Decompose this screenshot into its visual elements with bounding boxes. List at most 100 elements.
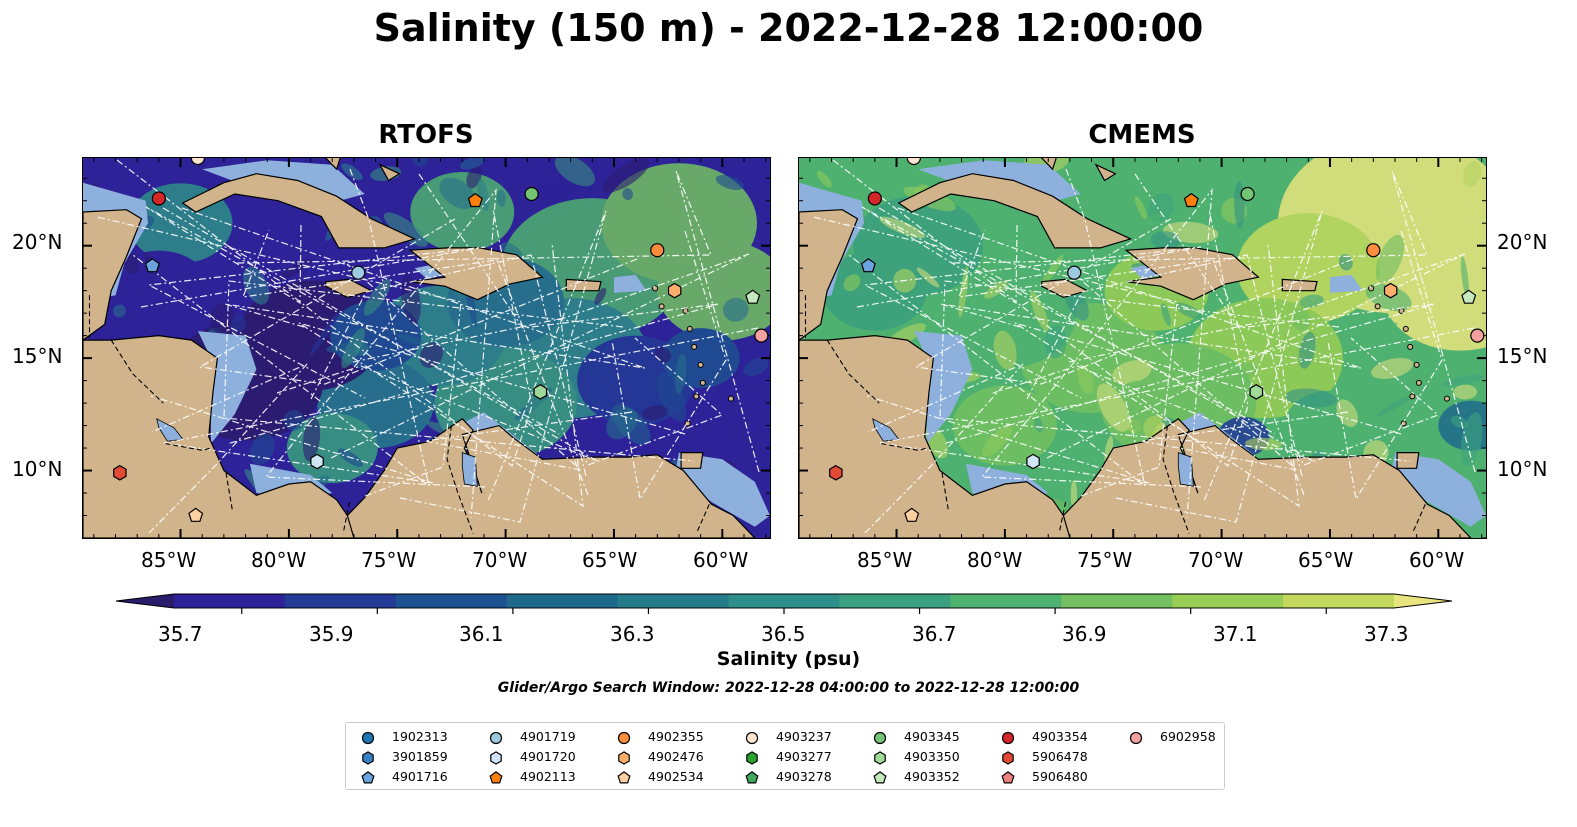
colorbar-tick-label: 35.9 [309, 622, 354, 646]
legend-marker-shape [489, 731, 503, 745]
float-marker-5906478 [113, 464, 127, 481]
legend-marker-shape [873, 731, 887, 745]
map-panel-rtofs [82, 157, 771, 539]
legend-marker-shape [1129, 731, 1143, 745]
lon-label-70w-2: 70°W [1188, 548, 1244, 572]
land-trinidad [680, 452, 704, 469]
map-svg [83, 158, 770, 538]
land-yucatan [799, 209, 859, 341]
legend-marker-hexagon [618, 751, 630, 765]
legend-marker-hexagon [1002, 751, 1014, 765]
land-trinidad [1396, 452, 1420, 469]
land-hispaniola [1124, 247, 1260, 301]
salinity-field [83, 158, 770, 538]
colorbar-over-triangle [1394, 594, 1452, 608]
legend-label: 4901719 [520, 729, 576, 744]
float-marker-4901719 [1067, 265, 1082, 280]
float-marker-4902534 [904, 507, 920, 522]
lon-label-85w-2: 85°W [857, 548, 913, 572]
legend-marker-circle [361, 731, 375, 745]
legend-marker-pentagon [361, 771, 375, 784]
frame-ticks [83, 158, 770, 538]
legend-marker-circle [1001, 731, 1015, 745]
legend-marker-shape [490, 751, 502, 765]
eez-boundaries [812, 159, 1476, 534]
float-marker-4902476 [1383, 282, 1398, 299]
legend-marker-shape [362, 751, 374, 765]
colorbar-segment [839, 594, 951, 608]
land-cuba [181, 173, 417, 249]
lat-label-left-10n: 10°N [12, 457, 63, 481]
float-marker-4902113 [467, 192, 483, 208]
float-marker-4903350 [1249, 384, 1264, 400]
legend-label: 5906478 [1032, 749, 1088, 764]
legend-label: 4902534 [648, 769, 704, 784]
colorbar-segment [174, 594, 286, 608]
legend-marker-shape [617, 731, 631, 745]
legend-marker-hexagon [490, 751, 502, 765]
colorbar [116, 593, 1452, 614]
lon-label-75w-2: 75°W [1077, 548, 1133, 572]
legend-label: 4902113 [520, 769, 576, 784]
lon-label-85w: 85°W [141, 548, 197, 572]
colorbar-tick-label: 35.7 [158, 622, 203, 646]
legend-marker-shape [874, 751, 886, 765]
legend-marker-shape [745, 771, 759, 784]
float-marker-4903237 [906, 158, 921, 166]
float-marker-4903345 [1240, 186, 1255, 202]
colorbar-tick-label: 36.3 [610, 622, 655, 646]
lon-label-70w: 70°W [472, 548, 528, 572]
legend-marker-hexagon [746, 751, 758, 765]
float-marker-6902958 [1470, 328, 1485, 343]
land-bahamas1 [1040, 158, 1057, 171]
colorbar-segment [1061, 594, 1173, 608]
float-marker-6902958 [754, 328, 769, 343]
colorbar-tick-label: 36.1 [459, 622, 504, 646]
legend-label: 4903352 [904, 769, 960, 784]
colorbar-segment [395, 594, 508, 608]
lat-label-left-15n: 15°N [12, 344, 63, 368]
colorbar-segment [284, 594, 397, 608]
float-markers [829, 158, 1485, 522]
figure-title: Salinity (150 m) - 2022-12-28 12:00:00 [373, 6, 1204, 50]
float-marker-4901719 [351, 265, 366, 280]
land-bahamas2 [1094, 163, 1117, 182]
legend-marker-shape [1002, 751, 1014, 765]
legend-marker-shape [618, 751, 630, 765]
legend-label: 4902355 [648, 729, 704, 744]
float-marker-4902534 [188, 507, 204, 522]
colorbar-title: Salinity (psu) [716, 648, 861, 670]
float-marker-4903350 [533, 384, 548, 400]
float-marker-4901716 [860, 258, 876, 273]
legend-marker-shape [361, 771, 375, 784]
float-markers [113, 158, 769, 522]
float-marker-4903354 [151, 191, 166, 206]
float-marker-5906478 [829, 464, 843, 481]
legend-marker-pentagon [745, 771, 759, 784]
lon-label-60w: 60°W [693, 548, 749, 572]
float-marker-4902355 [650, 243, 665, 258]
legend-label: 4903354 [1032, 729, 1088, 744]
legend-marker-hexagon [874, 751, 886, 765]
legend-label: 4903277 [776, 749, 832, 764]
legend-marker-circle [489, 731, 503, 745]
land-bahamas2 [378, 163, 401, 182]
colorbar-tick-label: 36.5 [761, 622, 806, 646]
colorbar-segment [728, 594, 840, 608]
float-marker-4903352 [745, 289, 761, 304]
legend-label: 4901720 [520, 749, 576, 764]
lon-label-65w: 65°W [582, 548, 638, 572]
legend-marker-shape [1001, 731, 1015, 745]
country-borders [804, 295, 1426, 534]
legend-marker-shape [617, 771, 631, 784]
colorbar-tick-label: 37.3 [1364, 622, 1409, 646]
frame-ticks [799, 158, 1486, 538]
lat-label-right-10n: 10°N [1497, 457, 1548, 481]
lon-label-80w: 80°W [251, 548, 307, 572]
panel-title-cmems: CMEMS [1088, 120, 1196, 150]
float-marker-4902476 [667, 282, 682, 299]
legend-label: 6902958 [1160, 729, 1216, 744]
legend-marker-circle [617, 731, 631, 745]
colorbar-tick-label: 36.7 [912, 622, 957, 646]
colorbar-segment [950, 594, 1062, 608]
